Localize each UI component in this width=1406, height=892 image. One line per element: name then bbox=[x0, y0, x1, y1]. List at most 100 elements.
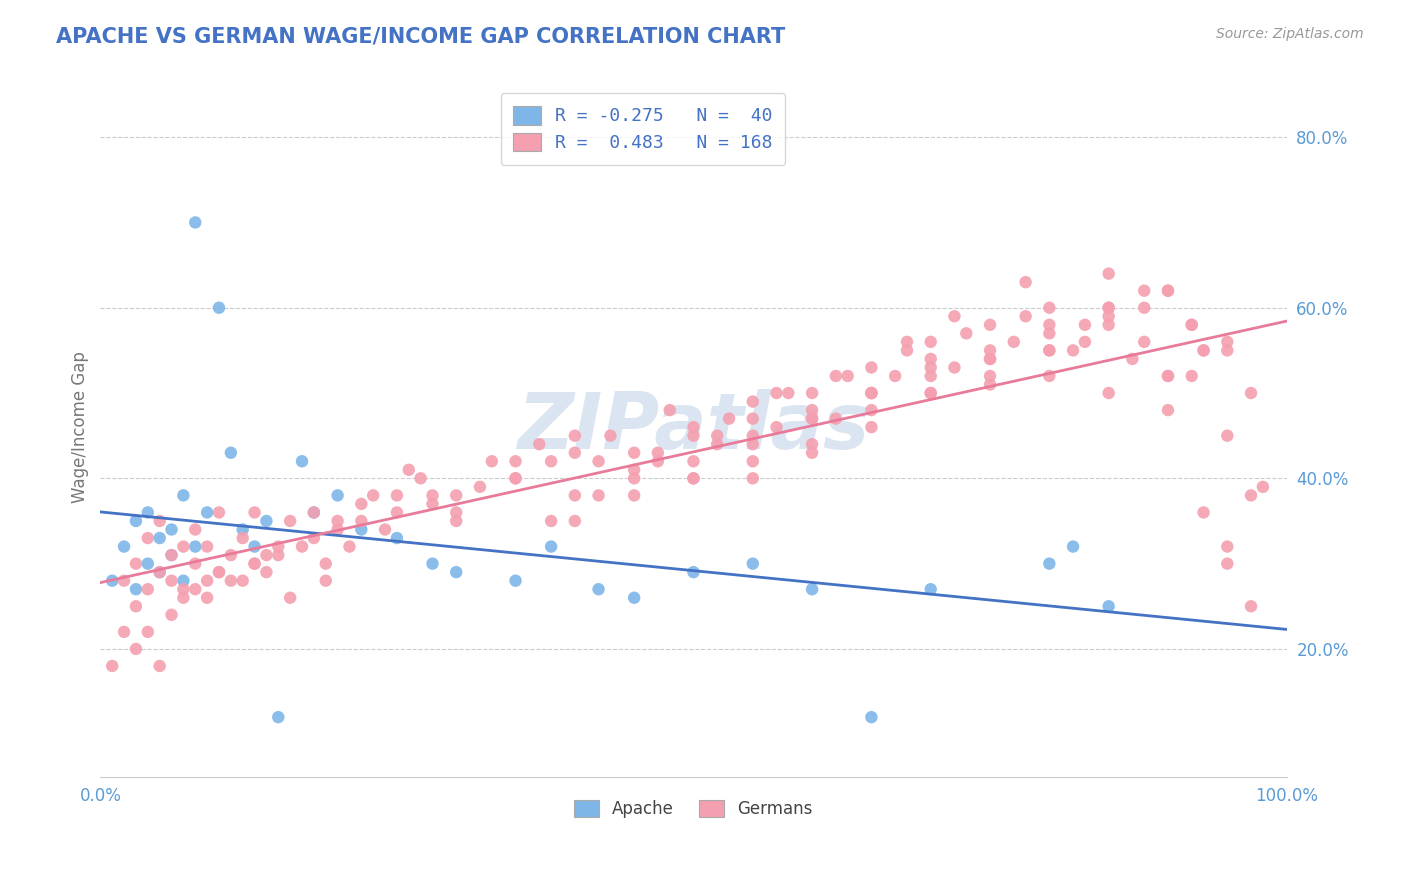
Point bbox=[1098, 301, 1121, 315]
Point bbox=[1216, 334, 1239, 349]
Point bbox=[125, 641, 148, 656]
Point bbox=[1121, 351, 1143, 366]
Point bbox=[326, 523, 349, 537]
Point bbox=[125, 582, 148, 597]
Point bbox=[505, 454, 527, 468]
Text: APACHE VS GERMAN WAGE/INCOME GAP CORRELATION CHART: APACHE VS GERMAN WAGE/INCOME GAP CORRELA… bbox=[56, 27, 786, 46]
Point bbox=[505, 574, 527, 588]
Point bbox=[505, 471, 527, 485]
Point bbox=[943, 360, 966, 375]
Point bbox=[564, 428, 586, 442]
Point bbox=[920, 351, 942, 366]
Point bbox=[184, 540, 207, 554]
Point bbox=[385, 488, 408, 502]
Point bbox=[1098, 599, 1121, 614]
Point bbox=[801, 437, 824, 451]
Point bbox=[860, 710, 883, 724]
Point bbox=[278, 591, 301, 605]
Point bbox=[208, 565, 231, 579]
Point bbox=[1038, 326, 1060, 341]
Point bbox=[172, 488, 194, 502]
Point bbox=[195, 505, 218, 519]
Point bbox=[824, 411, 846, 425]
Point bbox=[374, 523, 396, 537]
Point bbox=[658, 403, 681, 417]
Legend: Apache, Germans: Apache, Germans bbox=[568, 793, 820, 824]
Point bbox=[1002, 334, 1025, 349]
Point bbox=[706, 428, 728, 442]
Point bbox=[172, 574, 194, 588]
Point bbox=[422, 557, 444, 571]
Point bbox=[1098, 301, 1121, 315]
Point bbox=[860, 360, 883, 375]
Point bbox=[1192, 505, 1215, 519]
Point bbox=[278, 514, 301, 528]
Point bbox=[444, 514, 467, 528]
Point bbox=[741, 394, 763, 409]
Point bbox=[112, 624, 135, 639]
Point bbox=[1216, 428, 1239, 442]
Point bbox=[623, 463, 645, 477]
Point bbox=[718, 411, 741, 425]
Point bbox=[219, 548, 242, 562]
Text: Source: ZipAtlas.com: Source: ZipAtlas.com bbox=[1216, 27, 1364, 41]
Point bbox=[172, 582, 194, 597]
Point bbox=[801, 411, 824, 425]
Point bbox=[302, 505, 325, 519]
Point bbox=[326, 488, 349, 502]
Point bbox=[979, 318, 1001, 332]
Point bbox=[422, 497, 444, 511]
Point bbox=[741, 454, 763, 468]
Point bbox=[1038, 557, 1060, 571]
Point bbox=[955, 326, 977, 341]
Point bbox=[481, 454, 503, 468]
Point bbox=[1098, 267, 1121, 281]
Point bbox=[647, 454, 669, 468]
Point bbox=[149, 565, 172, 579]
Point bbox=[801, 386, 824, 401]
Point bbox=[326, 514, 349, 528]
Point bbox=[979, 351, 1001, 366]
Point bbox=[315, 557, 337, 571]
Point bbox=[588, 454, 610, 468]
Point bbox=[837, 368, 859, 383]
Point bbox=[1062, 540, 1084, 554]
Point bbox=[1062, 343, 1084, 358]
Point bbox=[444, 565, 467, 579]
Point bbox=[623, 471, 645, 485]
Point bbox=[350, 523, 373, 537]
Point bbox=[564, 488, 586, 502]
Point bbox=[1098, 318, 1121, 332]
Point bbox=[361, 488, 384, 502]
Point bbox=[920, 368, 942, 383]
Point bbox=[136, 557, 159, 571]
Point bbox=[350, 514, 373, 528]
Point bbox=[1181, 318, 1204, 332]
Point bbox=[1157, 284, 1180, 298]
Point bbox=[1098, 310, 1121, 324]
Point bbox=[647, 446, 669, 460]
Point bbox=[682, 471, 704, 485]
Point bbox=[860, 386, 883, 401]
Point bbox=[884, 368, 907, 383]
Point bbox=[979, 368, 1001, 383]
Point bbox=[1157, 403, 1180, 417]
Point bbox=[267, 710, 290, 724]
Point bbox=[208, 301, 231, 315]
Point bbox=[468, 480, 491, 494]
Point bbox=[1192, 343, 1215, 358]
Point bbox=[896, 343, 918, 358]
Point bbox=[801, 411, 824, 425]
Point bbox=[623, 488, 645, 502]
Point bbox=[112, 574, 135, 588]
Point bbox=[1192, 343, 1215, 358]
Point bbox=[588, 582, 610, 597]
Point bbox=[385, 531, 408, 545]
Point bbox=[1074, 318, 1097, 332]
Point bbox=[682, 428, 704, 442]
Point bbox=[195, 591, 218, 605]
Point bbox=[208, 565, 231, 579]
Point bbox=[291, 540, 314, 554]
Point bbox=[112, 540, 135, 554]
Point bbox=[778, 386, 800, 401]
